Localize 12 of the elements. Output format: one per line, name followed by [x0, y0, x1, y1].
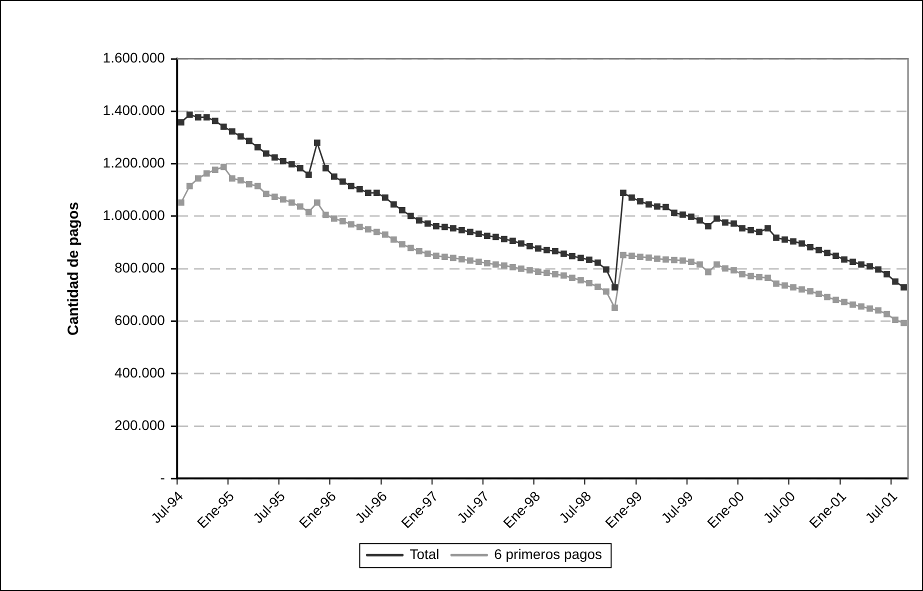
- legend-label: Total: [410, 546, 440, 562]
- y-tick-label: 1.000.000: [102, 207, 166, 224]
- y-tick-label: 1.200.000: [102, 154, 166, 171]
- y-tick-label: -: [160, 469, 166, 486]
- y-tick-label: 200.000: [114, 416, 166, 433]
- y-tick-label: 800.000: [114, 260, 166, 276]
- y-tick-label: 1.600.000: [102, 50, 166, 66]
- legend-label: 6 primeros pagos: [494, 546, 602, 562]
- y-tick-label: 600.000: [114, 312, 166, 328]
- y-tick-label: 1.400.000: [102, 102, 166, 118]
- y-axis-title: Cantidad de pagos: [64, 202, 82, 336]
- y-tick-label: 400.000: [114, 364, 166, 380]
